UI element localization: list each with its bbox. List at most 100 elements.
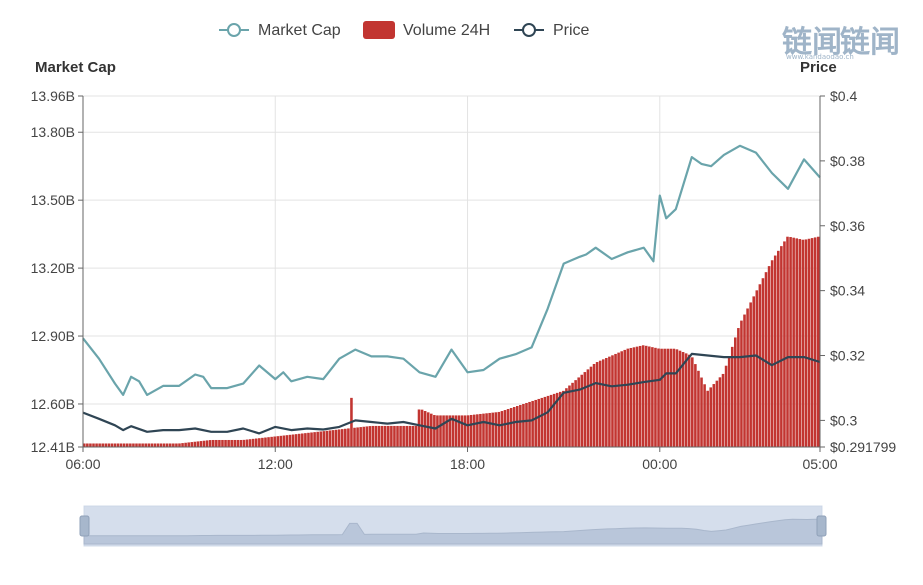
legend-item-price[interactable]: Price [514, 22, 590, 39]
zoom-handle-right[interactable] [816, 515, 827, 537]
volume-bar [218, 439, 221, 447]
volume-bar [301, 433, 304, 447]
volume-bar [605, 357, 608, 447]
volume-bar [187, 442, 190, 447]
x-tick-label: 18:00 [450, 456, 485, 472]
volume-bar [813, 237, 817, 447]
volume-bar [347, 428, 350, 447]
volume-bar [165, 443, 169, 447]
left-tick-label: 13.96B [31, 88, 75, 104]
x-tick-label: 12:00 [258, 456, 293, 472]
volume-bar [549, 394, 553, 447]
watermark-subtext: www.kandaodao.cn [786, 53, 854, 61]
volume-bar [264, 437, 267, 447]
watermark-text: 链闻 [782, 25, 842, 60]
volume-bar [641, 345, 645, 447]
legend-item-volume[interactable]: Volume 24H [363, 21, 490, 39]
right-tick-label: $0.38 [830, 153, 865, 169]
volume-bar [426, 412, 430, 447]
right-tick-label: $0.291799 [830, 439, 896, 455]
volume-bar [777, 250, 780, 447]
volume-bar [172, 443, 175, 447]
right-tick-label: $0.3 [830, 412, 857, 428]
volume-bar [175, 443, 178, 447]
volume-bar [543, 396, 547, 447]
volume-bar [743, 314, 746, 447]
volume-bar [767, 266, 771, 447]
volume-bar [92, 443, 95, 447]
volume-bar [116, 443, 120, 447]
volume-bar [663, 348, 666, 447]
volume-bar [390, 425, 393, 447]
volume-bar [162, 443, 166, 447]
volume-bar [411, 425, 415, 447]
volume-bar [586, 369, 590, 447]
volume-bar [654, 347, 657, 447]
volume-bar [463, 415, 467, 447]
volume-bar [245, 439, 249, 447]
circle-marker-icon [227, 23, 241, 37]
volume-bar [730, 346, 734, 447]
volume-bar [770, 260, 774, 447]
volume-bar [420, 409, 424, 447]
volume-bar [129, 443, 132, 447]
volume-bar [580, 374, 584, 447]
drag-handle-icon[interactable] [79, 515, 90, 537]
data-zoom-slider[interactable] [79, 505, 827, 547]
drag-handle-icon[interactable] [816, 515, 827, 537]
volume-bar [531, 400, 534, 447]
volume-bar [362, 426, 366, 447]
volume-bar [107, 443, 111, 447]
circle-marker-icon [522, 23, 536, 37]
volume-bar [393, 425, 396, 447]
volume-bar [491, 412, 494, 447]
volume-bar [104, 443, 108, 447]
volume-bar [494, 412, 498, 447]
volume-bar [230, 439, 233, 447]
volume-bar [623, 349, 627, 447]
x-tick-label: 00:00 [642, 456, 677, 472]
volume-bar [512, 407, 516, 447]
left-tick-label: 12.90B [31, 328, 75, 344]
volume-bar [270, 436, 273, 447]
volume-bar [405, 425, 409, 447]
volume-bar [414, 425, 418, 447]
volume-bar [666, 348, 670, 447]
volume-bar [101, 443, 104, 447]
volume-bar [156, 443, 160, 447]
volume-bar [113, 443, 117, 447]
volume-bar [387, 425, 390, 447]
series-lines [82, 144, 821, 435]
volume-bar [469, 414, 473, 447]
volume-bar [472, 414, 476, 447]
volume-bar [248, 439, 252, 447]
volume-bar [734, 337, 737, 447]
series-line-price [82, 352, 821, 435]
volume-bar [629, 347, 633, 447]
volume-bar [700, 377, 703, 447]
volume-bar [196, 441, 200, 447]
left-tick-label: 13.80B [31, 124, 75, 140]
volume-bar [122, 443, 126, 447]
right-tick-label: $0.32 [830, 348, 865, 364]
volume-bar [500, 411, 504, 447]
volume-bar [190, 442, 194, 447]
volume-bar [783, 241, 786, 447]
volume-bar [601, 359, 605, 447]
volume-bar [125, 443, 129, 447]
volume-bar [577, 377, 580, 447]
volume-bar [482, 413, 485, 447]
volume-bar [254, 438, 258, 447]
volume-bar [199, 441, 203, 447]
volume-bar [684, 353, 688, 447]
volume-bar [552, 393, 556, 447]
volume-bar [328, 430, 332, 447]
volume-bar [706, 390, 709, 447]
zoom-handle-left[interactable] [79, 515, 90, 537]
volume-bar [193, 441, 197, 447]
volume-bar [402, 425, 405, 447]
volume-bar [291, 434, 295, 447]
legend-item-market-cap[interactable]: Market Cap [219, 22, 341, 39]
volume-bar [374, 425, 378, 447]
